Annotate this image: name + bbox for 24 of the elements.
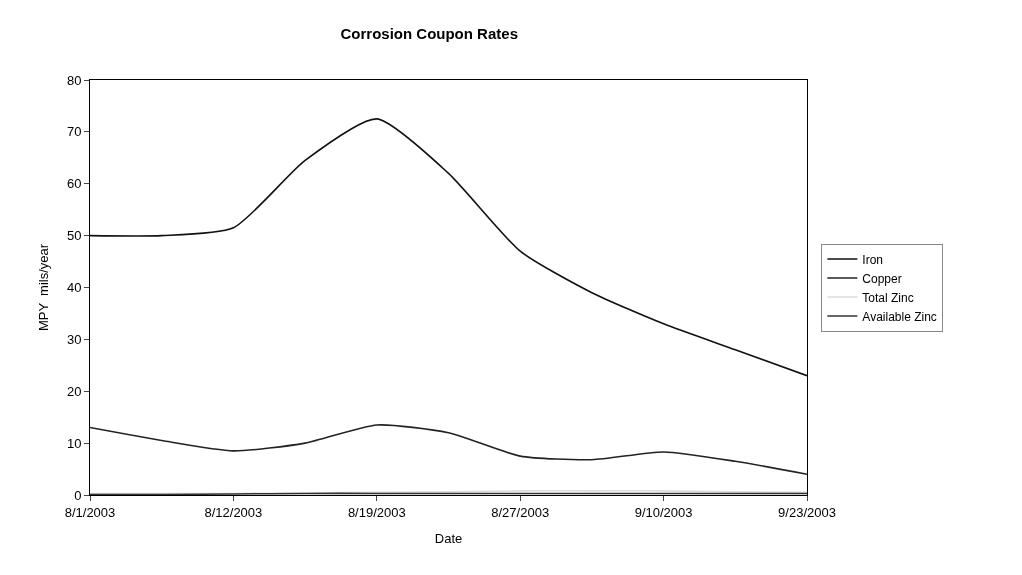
y-tick-label: 50 <box>66 228 82 244</box>
legend-label: Available Zinc <box>862 309 937 324</box>
y-tick-label: 10 <box>66 435 82 451</box>
y-tick-label: 70 <box>66 124 82 140</box>
y-tick-label: 20 <box>66 383 82 399</box>
x-tick-label: 8/19/2003 <box>347 504 406 520</box>
x-tick-label: 8/12/2003 <box>204 504 263 520</box>
x-tick-label: 9/23/2003 <box>778 504 836 520</box>
line-series <box>90 118 807 377</box>
line-series <box>90 424 807 476</box>
legend-label: Iron <box>862 252 884 267</box>
y-tick-label: 40 <box>66 280 82 296</box>
y-tick-label: 0 <box>74 487 82 503</box>
y-axis-title: MPY mils/year <box>35 243 51 332</box>
x-axis-title: Date <box>434 531 463 547</box>
y-tick-label: 80 <box>66 72 82 88</box>
y-tick-label: 30 <box>66 331 82 347</box>
chart-title: Corrosion Coupon Rates <box>340 25 518 43</box>
x-tick-label: 9/10/2003 <box>634 504 693 520</box>
legend-label: Total Zinc <box>862 290 914 305</box>
legend-label: Copper <box>862 271 902 286</box>
y-tick-label: 60 <box>66 176 82 192</box>
x-tick-label: 8/1/2003 <box>64 504 116 520</box>
x-tick-label: 8/27/2003 <box>491 504 550 520</box>
